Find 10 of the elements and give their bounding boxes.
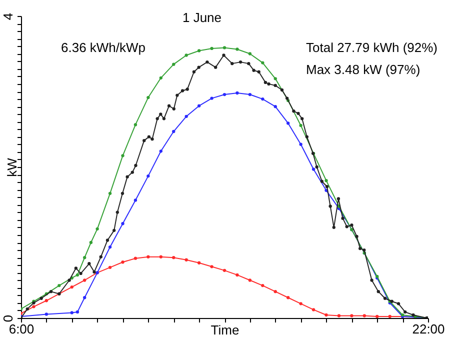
chart-title: 1 June xyxy=(182,10,222,25)
y-axis-title: kW xyxy=(4,157,20,177)
x-axis-title: Time xyxy=(210,322,240,338)
annotation: Total 27.79 kWh (92%) xyxy=(306,40,438,55)
x-tick-label: 6:00 xyxy=(8,322,34,336)
y-tick-label: 0 xyxy=(0,314,16,322)
annotation: 6.36 kWh/kWp xyxy=(61,40,146,55)
annotation: Max 3.48 kW (97%) xyxy=(306,62,420,77)
x-tick-label: 22:00 xyxy=(412,322,445,336)
y-tick-label: 4 xyxy=(0,12,16,20)
